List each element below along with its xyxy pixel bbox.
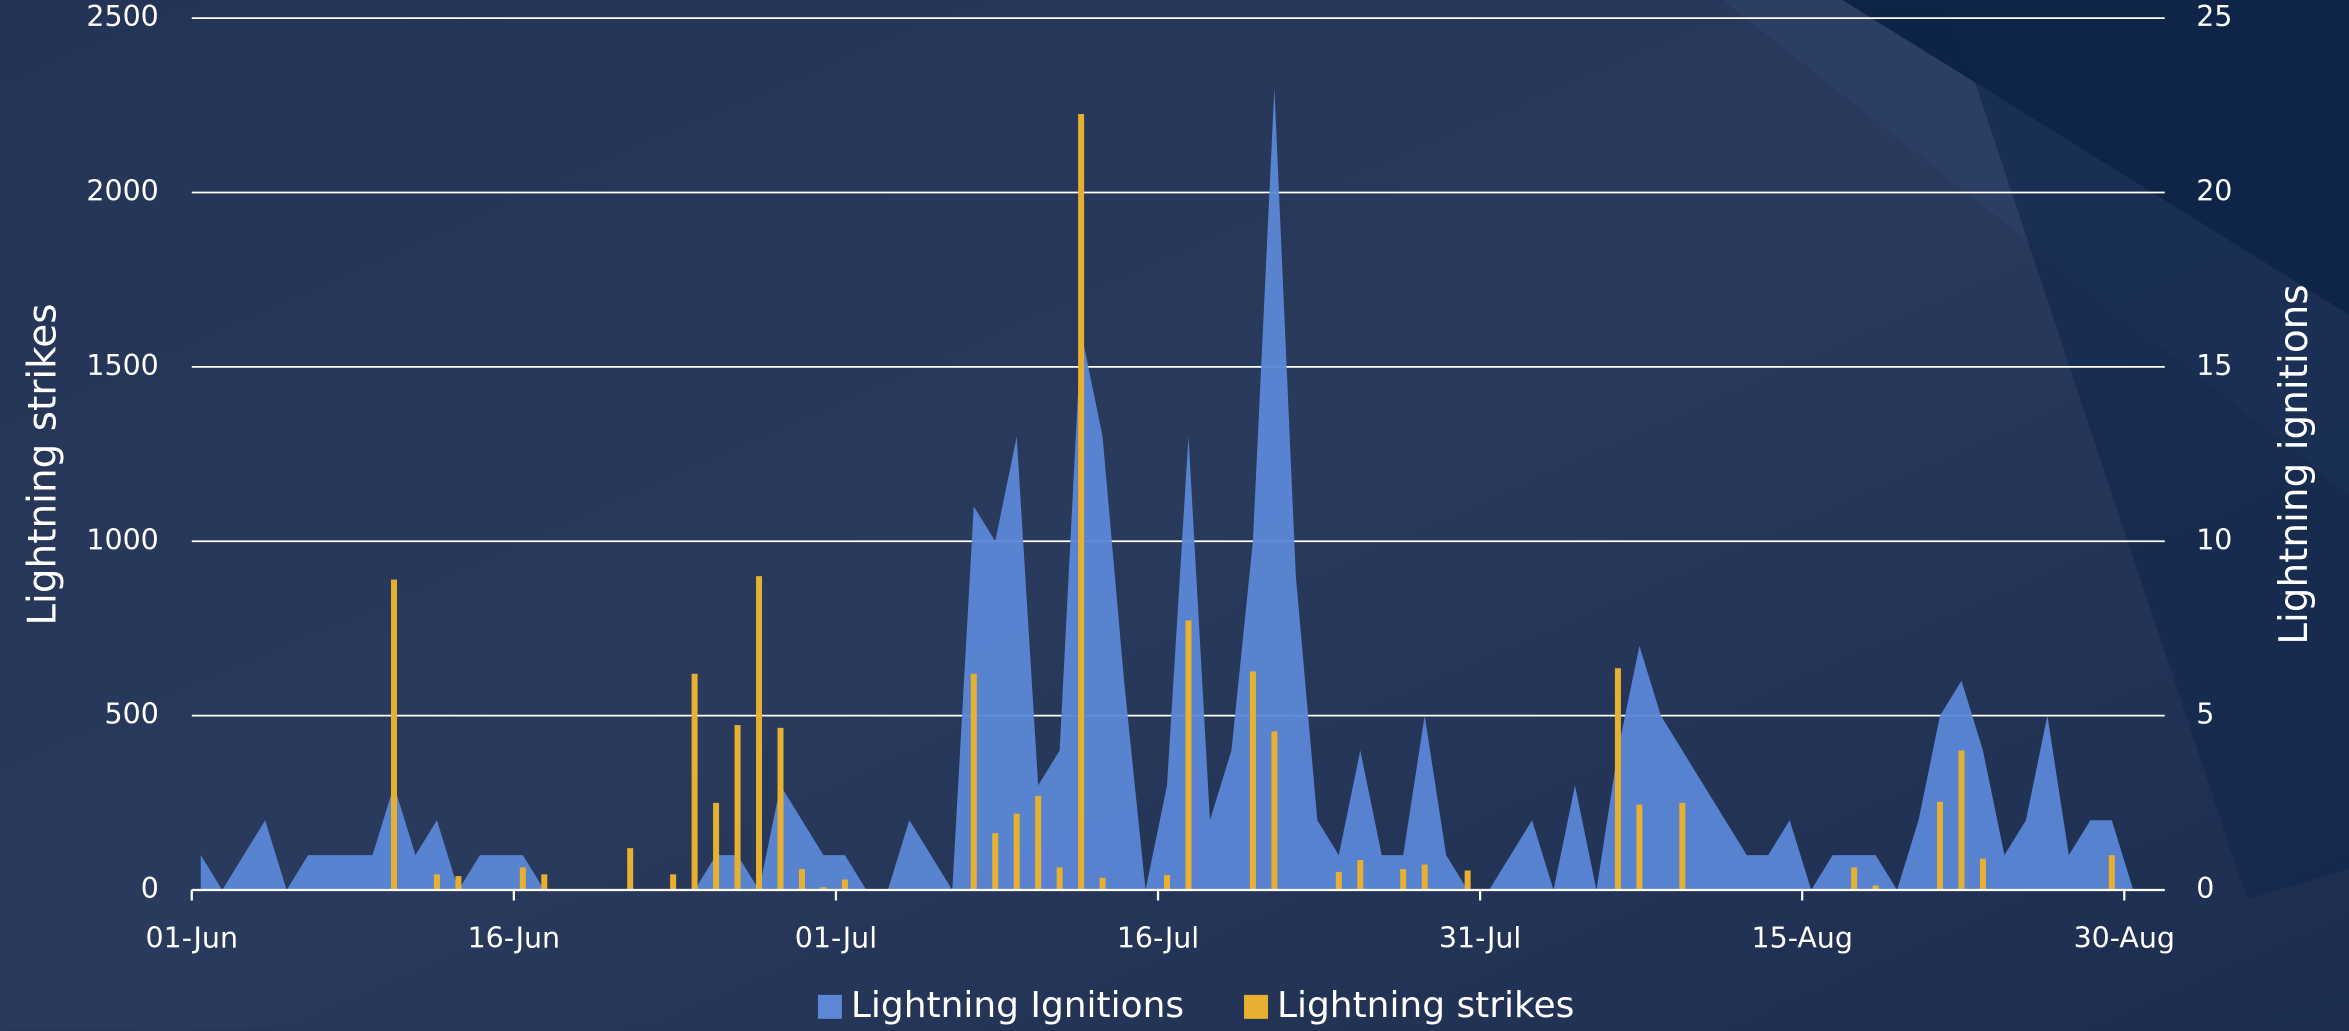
bar (992, 833, 999, 891)
bar (777, 727, 784, 891)
bar (1078, 114, 1085, 891)
bar (1421, 864, 1428, 891)
bar (1979, 858, 1986, 891)
bar (1035, 795, 1042, 891)
bar (455, 876, 462, 891)
bar (734, 725, 741, 891)
legend-swatch (817, 994, 842, 1019)
bar (798, 869, 805, 891)
y-tick-label: 1500 (86, 349, 158, 382)
bar (433, 874, 440, 891)
x-tick-label: 16-Jul (1117, 921, 1199, 954)
y-tick-label: 1000 (86, 523, 158, 556)
y2-tick-label: 20 (2196, 175, 2232, 208)
bar (841, 879, 848, 891)
bar (1271, 731, 1278, 891)
y2-tick-label: 5 (2196, 698, 2214, 731)
bar (391, 579, 397, 891)
bar (627, 848, 634, 891)
bar (519, 867, 526, 891)
y-tick-label: 2000 (86, 175, 158, 208)
bar (713, 802, 720, 891)
legend-swatch (1244, 994, 1269, 1019)
bar (691, 673, 698, 891)
y2-tick-label: 25 (2196, 0, 2232, 33)
legend-label: Lightning strikes (1277, 985, 1574, 1026)
bar (1636, 804, 1643, 891)
y-tick-label: 2500 (86, 0, 158, 33)
bar (756, 576, 763, 891)
bar (970, 673, 977, 891)
x-tick-label: 30-Aug (2074, 921, 2175, 954)
bar (670, 874, 677, 891)
bar (1249, 671, 1256, 891)
bar (1099, 877, 1106, 891)
bar (1335, 871, 1342, 891)
bar (1937, 801, 1944, 891)
x-tick-label: 31-Jul (1439, 921, 1521, 954)
bar (1357, 860, 1364, 891)
bar (1614, 668, 1621, 891)
area (200, 87, 2134, 891)
bar (820, 887, 827, 891)
bar (1400, 869, 1407, 891)
bar (1464, 870, 1471, 891)
bar (1056, 867, 1063, 891)
y-tick-label: 0 (141, 872, 159, 905)
y2-axis-title: Lightning ignitions (2272, 284, 2317, 644)
x-tick-label: 01-Jul (795, 921, 877, 954)
bar (1679, 802, 1686, 891)
bar (1872, 885, 1879, 891)
background-shape (1947, 0, 2349, 900)
bar (1013, 813, 1020, 891)
y2-tick-label: 0 (2196, 872, 2214, 905)
bar (1164, 875, 1171, 891)
y-axis-title: Lightning strikes (20, 303, 65, 625)
x-tick-label: 01-Jun (145, 921, 238, 954)
bar (1185, 620, 1192, 891)
y2-tick-label: 15 (2196, 349, 2232, 382)
y-tick-label: 500 (104, 698, 158, 731)
y2-tick-label: 10 (2196, 523, 2232, 556)
x-tick-label: 16-Jun (468, 921, 561, 954)
legend-label: Lightning Ignitions (851, 985, 1184, 1026)
x-tick-label: 15-Aug (1751, 921, 1852, 954)
bar (2108, 855, 2115, 891)
bar (541, 874, 548, 891)
bar (1958, 750, 1965, 891)
bar (1851, 867, 1858, 891)
